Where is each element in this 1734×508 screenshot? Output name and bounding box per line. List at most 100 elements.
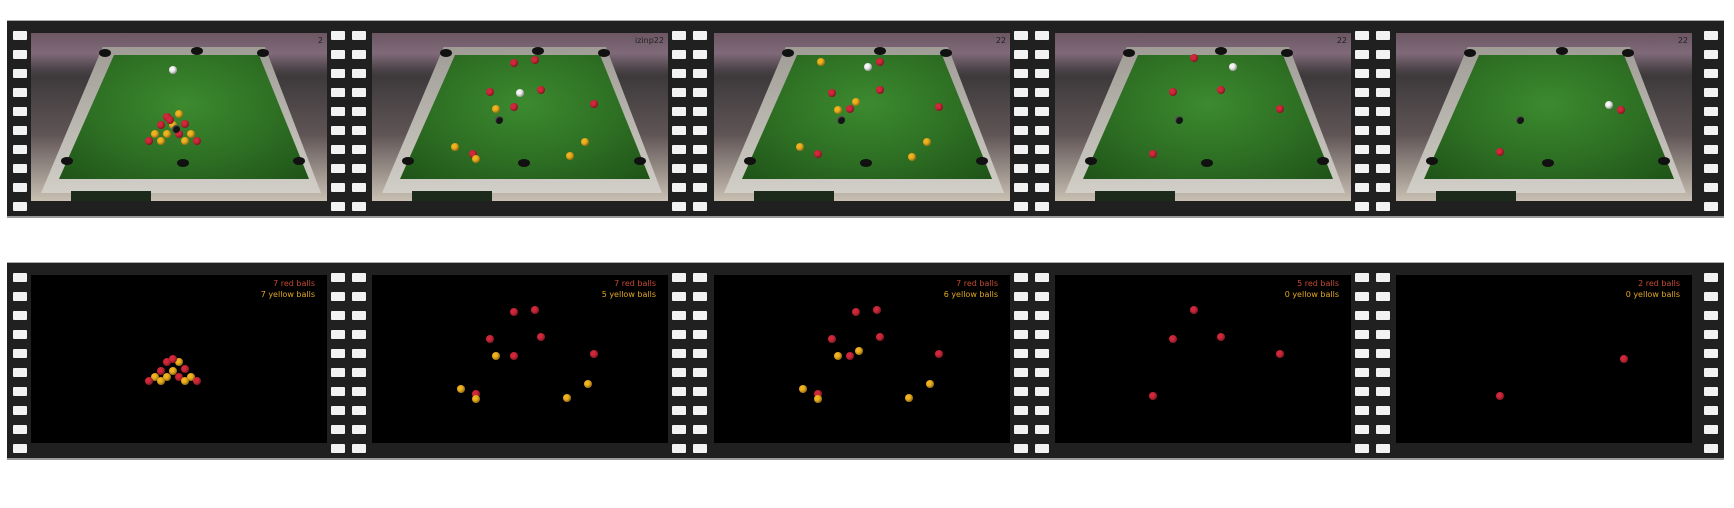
red-ball <box>1216 86 1225 95</box>
sprocket-hole <box>1014 444 1028 453</box>
sprocket-hole <box>352 164 366 173</box>
sprocket-hole <box>13 425 27 434</box>
sprocket-hole <box>13 292 27 301</box>
sprocket-hole <box>1376 69 1390 78</box>
film-strip-bottom: 7 red balls 7 yellow balls 7 red balls 5 ye… <box>7 262 1724 460</box>
pocket <box>99 49 111 57</box>
yellow-ball <box>813 395 822 404</box>
sprocket-hole <box>1035 164 1049 173</box>
sprocket-hole <box>693 273 707 282</box>
yellow-ball-count: 6 yellow balls <box>943 290 998 299</box>
yellow-ball <box>180 136 189 145</box>
sprocket-hole <box>1035 406 1049 415</box>
detection-frame: 7 red balls 5 yellow balls <box>372 275 668 443</box>
red-ball <box>846 351 855 360</box>
sprocket-hole <box>1704 292 1718 301</box>
yellow-ball <box>186 373 195 382</box>
white-ball <box>1605 101 1614 110</box>
sprocket-hole <box>331 126 345 135</box>
red-ball <box>468 149 477 158</box>
sprocket-hole <box>13 444 27 453</box>
sprocket-hole <box>1355 126 1369 135</box>
sprocket-hole <box>1014 273 1028 282</box>
sprocket-hole <box>1355 88 1369 97</box>
sprocket-hole <box>1035 311 1049 320</box>
sprocket-hole <box>1376 202 1390 211</box>
sprocket-hole <box>693 145 707 154</box>
yellow-ball <box>795 143 804 152</box>
yellow-ball <box>581 138 590 147</box>
yellow-ball <box>175 109 183 118</box>
sprocket-hole <box>1376 349 1390 358</box>
sprocket-hole <box>13 368 27 377</box>
sprocket-hole <box>672 368 686 377</box>
sprocket-hole <box>331 50 345 59</box>
red-ball <box>1619 355 1628 363</box>
sprocket-hole <box>672 444 686 453</box>
red-ball <box>192 376 201 385</box>
table-apron <box>412 191 492 201</box>
sprocket-hole <box>352 50 366 59</box>
sprocket-hole <box>1704 50 1718 59</box>
sprocket-hole <box>1355 164 1369 173</box>
yellow-ball <box>157 136 166 145</box>
yellow-ball-count: 0 yellow balls <box>1284 290 1339 299</box>
sprocket-hole <box>1035 387 1049 396</box>
sprocket-hole <box>1355 50 1369 59</box>
pocket <box>440 49 452 57</box>
red-ball <box>163 358 172 367</box>
pocket <box>782 49 794 57</box>
sprocket-hole <box>693 69 707 78</box>
sprocket-hole <box>1355 425 1369 434</box>
sprocket-hole <box>13 273 27 282</box>
sprocket-hole <box>693 183 707 192</box>
white-ball <box>1228 62 1237 71</box>
sprocket-hole <box>693 406 707 415</box>
yellow-ball <box>923 138 932 147</box>
sprocket-hole <box>672 31 686 40</box>
red-ball <box>1616 106 1625 115</box>
frame-timestamp: 22 <box>995 36 1006 45</box>
film-strip-top: 2 izinp22 22 22 22 <box>7 20 1724 218</box>
sprocket-hole <box>1704 107 1718 116</box>
sprocket-hole <box>13 349 27 358</box>
sprocket-hole <box>13 126 27 135</box>
red-ball <box>875 57 884 66</box>
sprocket-hole <box>1355 107 1369 116</box>
sprocket-hole <box>1355 31 1369 40</box>
yellow-ball-count: 5 yellow balls <box>601 290 656 299</box>
sprocket-hole <box>1376 273 1390 282</box>
sprocket-hole <box>1704 273 1718 282</box>
red-ball <box>510 102 519 111</box>
sprocket-hole <box>1704 349 1718 358</box>
sprocket-hole <box>331 330 345 339</box>
pocket <box>532 47 544 55</box>
sprocket-hole <box>1035 368 1049 377</box>
sprocket-hole <box>331 292 345 301</box>
sprocket-hole <box>672 406 686 415</box>
sprocket-hole <box>693 88 707 97</box>
sprocket-hole <box>352 126 366 135</box>
sprocket-hole <box>1376 50 1390 59</box>
red-ball <box>536 86 545 95</box>
sprocket-hole <box>13 183 27 192</box>
red-ball <box>1148 391 1157 400</box>
sprocket-hole <box>693 31 707 40</box>
sprocket-hole <box>693 164 707 173</box>
sprocket-hole <box>1355 183 1369 192</box>
sprocket-hole <box>352 387 366 396</box>
yellow-ball <box>471 155 480 163</box>
sprocket-hole <box>13 145 27 154</box>
pocket <box>744 157 756 165</box>
red-ball <box>1190 306 1199 315</box>
sprocket-hole <box>693 368 707 377</box>
sprocket-hole <box>352 31 366 40</box>
sprocket-hole <box>331 387 345 396</box>
pocket <box>1215 47 1227 55</box>
sprocket-hole <box>1376 145 1390 154</box>
yellow-ball <box>908 153 917 162</box>
red-ball <box>175 373 183 382</box>
sprocket-hole <box>1355 349 1369 358</box>
sprocket-hole <box>672 387 686 396</box>
sprocket-hole <box>672 330 686 339</box>
